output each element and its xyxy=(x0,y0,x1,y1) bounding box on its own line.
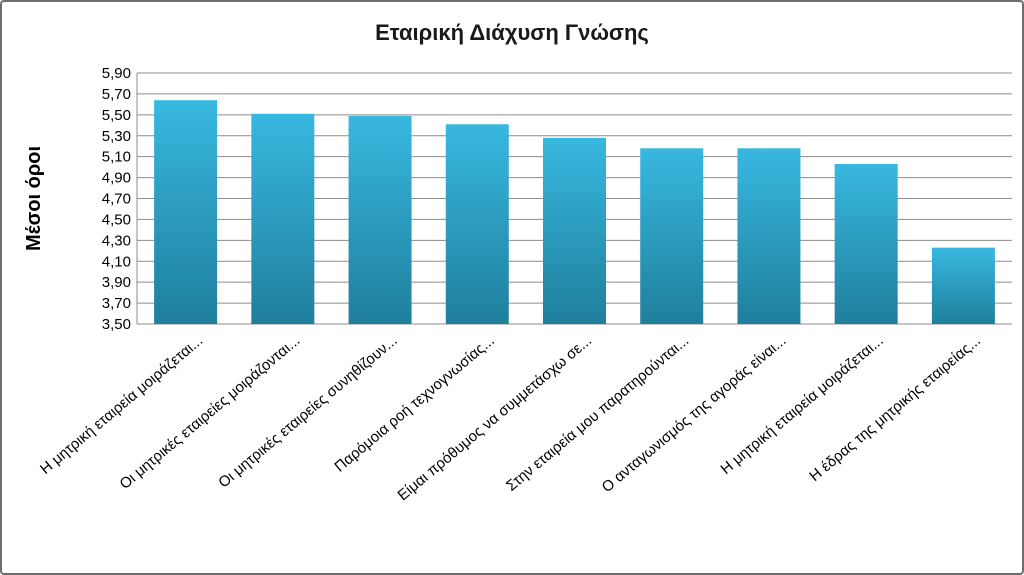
y-tick-label: 3,50 xyxy=(102,316,131,333)
y-tick-label: 4,30 xyxy=(102,232,131,249)
x-tick-label: Ο ανταγωνισμός της αγοράς είναι... xyxy=(599,332,790,496)
y-tick-label: 5,30 xyxy=(102,128,131,145)
y-tick-label: 3,90 xyxy=(102,274,131,291)
bars xyxy=(154,100,995,324)
y-axis-label: Μέσοι όροι xyxy=(23,146,45,251)
bar xyxy=(931,247,995,324)
y-tick-label: 4,70 xyxy=(102,191,131,208)
bar xyxy=(445,124,509,324)
x-tick-label: Οι μητρικές εταιρείες συνηθίζουν... xyxy=(215,332,400,491)
y-tick-label: 4,50 xyxy=(102,211,131,228)
bar xyxy=(348,115,412,324)
bar xyxy=(834,163,898,324)
x-tick-labels: Η μητρική εταιρεία μοιράζεται...Οι μητρι… xyxy=(37,332,984,504)
bar xyxy=(737,148,801,324)
y-tick-label: 5,50 xyxy=(102,107,131,124)
y-tick-label: 5,10 xyxy=(102,149,131,166)
x-tick-label: Στην εταιρεία μου παρατηρούνται... xyxy=(503,332,692,495)
x-tick-label: Η έδρας της μητρικής εταιρείας... xyxy=(806,332,984,485)
y-tick-labels: 3,50 3,70 3,90 4,10 4,30 4,50 4,70 4,90 5,10 5,30… xyxy=(102,65,131,333)
bar xyxy=(543,137,606,324)
y-tick-label: 3,70 xyxy=(102,295,131,312)
x-tick-label: Παρόμοια ροή τεχνογνωσίας... xyxy=(331,332,497,475)
x-tick-label: Είμαι πρόθυμος να συμμετάσχω σε... xyxy=(395,332,596,504)
bar xyxy=(640,148,704,324)
x-tick-label: Η μητρική εταιρεία μοιράζεται... xyxy=(718,332,887,478)
y-tick-label: 4,90 xyxy=(102,170,131,187)
chart-title: Εταιρική Διάχυση Γνώσης xyxy=(375,20,649,45)
bar xyxy=(251,113,315,324)
y-tick-label: 4,10 xyxy=(102,253,131,270)
x-tick-label: Η μητρική εταιρεία μοιράζεται... xyxy=(37,332,206,478)
y-tick-label: 5,70 xyxy=(102,86,131,103)
bar xyxy=(154,100,218,324)
x-tick-label: Οι μητρικές εταιρείες μοιράζονται... xyxy=(116,332,303,493)
y-tick-label: 5,90 xyxy=(102,65,131,82)
